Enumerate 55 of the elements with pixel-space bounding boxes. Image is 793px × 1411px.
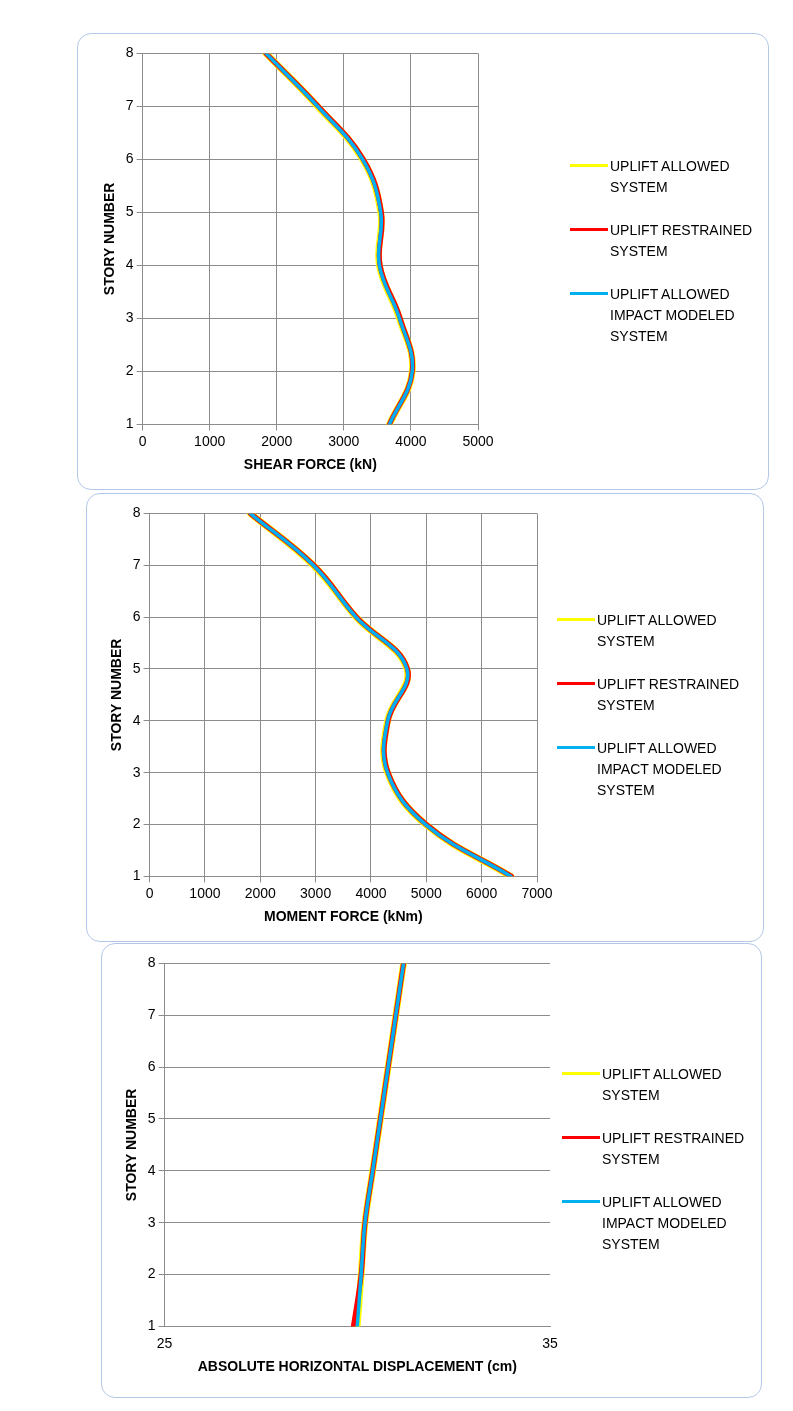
y-axis-title: STORY NUMBER	[123, 1088, 140, 1202]
y-tick-label: 3	[125, 309, 134, 326]
y-tick-label: 3	[147, 1213, 156, 1230]
y-tick-label: 4	[147, 1161, 156, 1178]
x-tick-label: 5000	[410, 884, 443, 901]
y-tick-label: 3	[132, 763, 141, 780]
y-tick-label: 8	[132, 504, 141, 521]
y-tick-label: 2	[125, 362, 134, 379]
x-tick-label: 3000	[300, 884, 332, 901]
x-tick-label: 6000	[466, 884, 498, 901]
y-tick-label: 1	[125, 415, 134, 432]
legend-label: UPLIFT ALLOWED SYSTEM	[597, 611, 718, 651]
x-tick-label: 35	[542, 1334, 558, 1351]
y-tick-label: 2	[147, 1265, 156, 1282]
legend-label: UPLIFT ALLOWED IMPACT MODELED SYSTEM	[610, 285, 736, 346]
y-tick-label: 4	[132, 711, 141, 728]
x-tick-label: 5000	[462, 432, 494, 449]
legend-label: UPLIFT RESTRAINED SYSTEM	[610, 221, 754, 261]
x-tick-label: 4000	[395, 432, 427, 449]
x-tick-label: 3000	[328, 432, 360, 449]
y-tick-label: 7	[132, 556, 141, 573]
y-tick-label: 7	[125, 97, 134, 114]
y-tick-label: 5	[125, 203, 134, 220]
legend-label: UPLIFT RESTRAINED SYSTEM	[602, 1129, 746, 1169]
x-tick-label: 1000	[194, 432, 226, 449]
x-axis-title: MOMENT FORCE (kNm)	[263, 908, 423, 925]
y-tick-label: 6	[132, 607, 141, 624]
y-tick-label: 4	[125, 256, 134, 273]
y-tick-label: 8	[147, 954, 156, 971]
x-axis-title: SHEAR FORCE (kN)	[243, 456, 377, 473]
x-tick-label: 25	[156, 1334, 173, 1351]
x-tick-label: 7000	[521, 884, 553, 901]
x-tick-label: 4000	[355, 884, 387, 901]
x-tick-label: 0	[138, 432, 147, 449]
y-axis-title: STORY NUMBER	[108, 638, 125, 752]
legend-label: UPLIFT ALLOWED IMPACT MODELED SYSTEM	[602, 1193, 728, 1254]
y-tick-label: 1	[147, 1317, 156, 1334]
y-tick-label: 2	[132, 815, 141, 832]
x-axis-title: ABSOLUTE HORIZONTAL DISPLACEMENT (cm)	[197, 1358, 517, 1375]
legend-label: UPLIFT RESTRAINED SYSTEM	[597, 675, 741, 715]
x-tick-label: 2000	[261, 432, 293, 449]
y-tick-label: 6	[125, 150, 134, 167]
y-axis-title: STORY NUMBER	[101, 182, 118, 296]
y-tick-label: 1	[132, 867, 141, 884]
y-tick-label: 7	[147, 1006, 156, 1023]
legend-label: UPLIFT ALLOWED IMPACT MODELED SYSTEM	[597, 739, 723, 800]
x-tick-label: 2000	[244, 884, 277, 901]
y-tick-label: 5	[132, 659, 141, 676]
legend-label: UPLIFT ALLOWED SYSTEM	[610, 157, 731, 197]
legend-label: UPLIFT ALLOWED SYSTEM	[602, 1065, 723, 1105]
y-tick-label: 5	[147, 1109, 156, 1126]
y-tick-label: 6	[147, 1057, 156, 1074]
x-tick-label: 1000	[189, 884, 221, 901]
y-tick-label: 8	[125, 44, 134, 61]
x-tick-label: 0	[145, 884, 154, 901]
